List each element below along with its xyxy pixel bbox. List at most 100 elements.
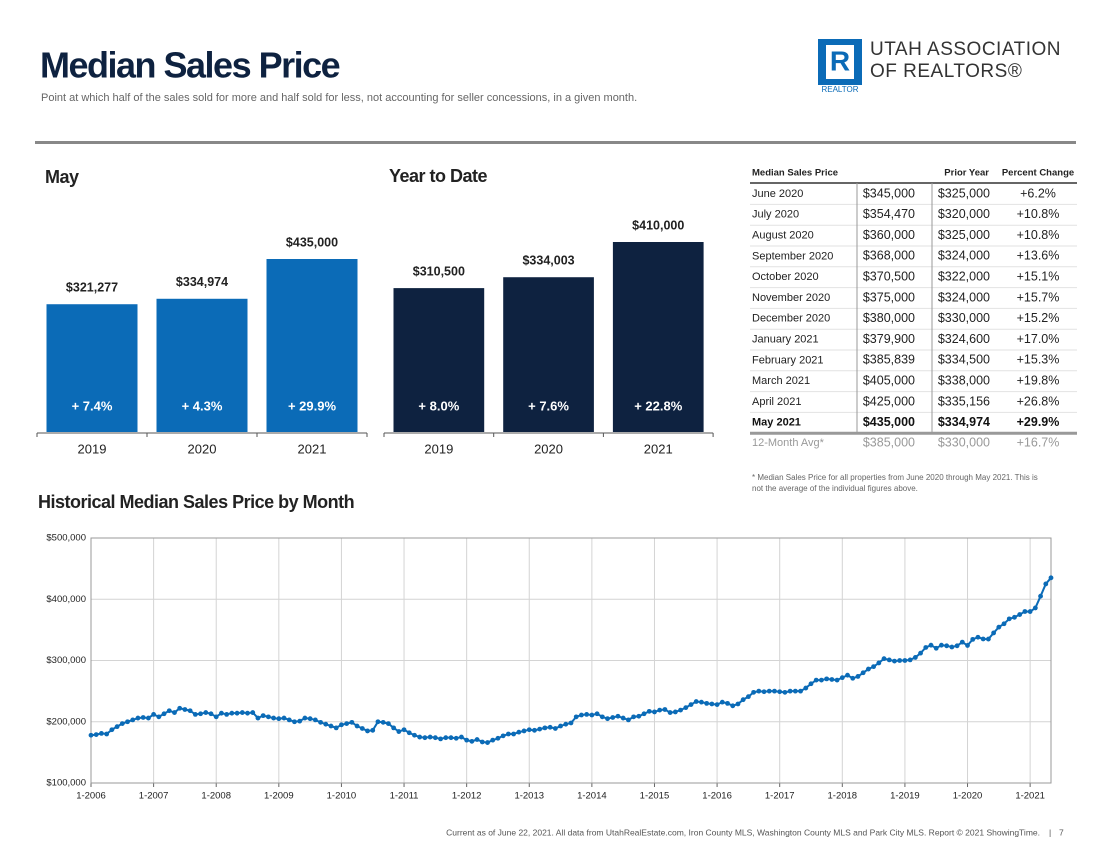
- price-point: [589, 712, 595, 718]
- price-point: [798, 688, 803, 694]
- x-tick-label: 1-2020: [953, 791, 983, 802]
- price-point: [391, 725, 397, 731]
- price-point: [172, 710, 177, 715]
- price-point: [130, 717, 136, 723]
- x-tick-label: 1-2021: [1015, 791, 1045, 802]
- table-header: Percent Change: [1002, 168, 1074, 179]
- price-point: [312, 717, 318, 723]
- table-cell: $325,000: [938, 186, 990, 200]
- table-header: Prior Year: [944, 168, 989, 179]
- price-point: [620, 715, 626, 721]
- bar-label: + 7.4%: [72, 398, 113, 413]
- y-tick-label: $300,000: [46, 655, 86, 666]
- page-subtitle: Point at which half of the sales sold fo…: [41, 92, 637, 104]
- price-point: [1012, 614, 1017, 620]
- table-cell: $379,900: [863, 332, 915, 346]
- price-point: [641, 711, 647, 717]
- chart-title: May: [45, 167, 79, 187]
- table-cell: March 2021: [752, 375, 810, 387]
- footnote: * Median Sales Price for all properties …: [752, 473, 1038, 482]
- x-tick-label: 1-2016: [702, 791, 732, 802]
- x-tick-label: 1-2013: [514, 791, 544, 802]
- price-point: [949, 644, 955, 650]
- price-point: [344, 721, 350, 726]
- y-tick-label: $200,000: [46, 716, 86, 727]
- table-cell: $354,470: [863, 207, 915, 221]
- price-point: [328, 723, 334, 729]
- table-cell: $334,500: [938, 353, 990, 367]
- x-tick-label: 1-2015: [640, 791, 670, 802]
- price-point: [479, 739, 485, 745]
- price-point: [1017, 612, 1023, 617]
- price-point: [959, 639, 965, 645]
- price-point: [250, 710, 256, 715]
- x-tick-label: 2021: [298, 441, 327, 456]
- price-point: [182, 707, 188, 712]
- price-point: [672, 709, 678, 715]
- price-point: [271, 715, 277, 721]
- price-point: [808, 681, 814, 687]
- price-point: [563, 721, 569, 727]
- price-point: [213, 714, 219, 720]
- x-tick-label: 1-2014: [577, 791, 607, 802]
- price-point: [886, 657, 892, 663]
- price-point: [448, 735, 454, 741]
- price-point: [151, 712, 157, 717]
- table-cell: $435,000: [863, 415, 915, 429]
- price-point: [803, 685, 809, 691]
- table-cell: $368,000: [863, 249, 915, 263]
- price-point: [777, 689, 783, 695]
- table-cell: +17.0%: [1017, 332, 1060, 346]
- price-point: [260, 713, 266, 719]
- price-point: [432, 735, 438, 741]
- price-point: [192, 712, 198, 717]
- price-point: [568, 720, 574, 726]
- price-point: [219, 710, 224, 716]
- price-point: [699, 699, 704, 705]
- bar: [393, 288, 485, 432]
- price-point: [985, 636, 991, 642]
- price-point: [678, 707, 683, 713]
- price-point: [792, 688, 798, 694]
- price-point: [1043, 581, 1049, 587]
- price-point: [912, 655, 918, 660]
- price-point: [140, 715, 146, 720]
- price-point: [709, 701, 715, 707]
- price-point: [93, 732, 99, 738]
- price-point: [772, 688, 777, 694]
- price-point: [965, 643, 970, 648]
- price-point: [636, 713, 642, 719]
- price-point: [558, 723, 563, 729]
- price-point: [547, 724, 553, 730]
- table-cell: $320,000: [938, 207, 990, 221]
- price-point: [975, 634, 981, 640]
- price-point: [933, 645, 939, 651]
- price-point: [918, 650, 923, 656]
- table-cell: $338,000: [938, 373, 990, 387]
- table-cell: July 2020: [752, 209, 799, 221]
- price-point: [594, 711, 600, 717]
- price-point: [970, 636, 976, 642]
- price-point: [401, 727, 407, 733]
- price-point: [876, 660, 882, 666]
- price-point: [865, 666, 871, 672]
- price-point: [662, 707, 668, 712]
- x-tick-label: 1-2017: [765, 791, 795, 802]
- price-point: [980, 636, 986, 642]
- table-cell: June 2020: [752, 188, 803, 200]
- price-point: [683, 705, 689, 711]
- price-point: [474, 737, 480, 742]
- price-point: [766, 688, 772, 694]
- table-cell: $375,000: [863, 290, 915, 304]
- table-cell: May 2021: [752, 417, 801, 429]
- y-tick-label: $400,000: [46, 594, 86, 605]
- table-cell: $330,000: [938, 435, 990, 449]
- price-point: [495, 735, 501, 741]
- price-point: [839, 675, 845, 681]
- table-cell: +13.6%: [1017, 249, 1060, 263]
- price-point: [104, 731, 110, 737]
- price-point: [156, 714, 162, 720]
- value-label: $310,500: [413, 264, 465, 278]
- x-tick-label: 2020: [188, 441, 217, 456]
- value-label: $321,277: [66, 281, 118, 295]
